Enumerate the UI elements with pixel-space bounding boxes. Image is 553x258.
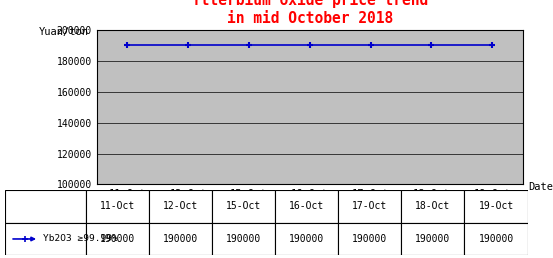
Bar (401, 190, 465, 222)
Bar (86, 222, 149, 255)
Bar (338, 222, 401, 255)
Bar (5, 222, 86, 255)
Title: Ytterbium oxide price trend
in mid October 2018: Ytterbium oxide price trend in mid Octob… (191, 0, 428, 26)
Bar (275, 190, 338, 222)
Text: 190000: 190000 (163, 234, 198, 244)
Text: 190000: 190000 (100, 234, 135, 244)
Text: 19-Oct: 19-Oct (478, 201, 514, 211)
Text: 190000: 190000 (289, 234, 325, 244)
Text: 15-Oct: 15-Oct (226, 201, 262, 211)
Text: 12-Oct: 12-Oct (163, 201, 198, 211)
Text: 190000: 190000 (352, 234, 388, 244)
Bar (212, 190, 275, 222)
Bar (149, 190, 212, 222)
Text: Yb2O3 ≥99.99%: Yb2O3 ≥99.99% (43, 235, 117, 244)
Bar (465, 190, 528, 222)
Bar (149, 222, 212, 255)
Bar (275, 222, 338, 255)
Bar (338, 190, 401, 222)
Bar (212, 222, 275, 255)
Text: Yuan/ton: Yuan/ton (39, 27, 88, 37)
Text: 190000: 190000 (226, 234, 262, 244)
Bar (5, 190, 86, 222)
Text: Date: Date (528, 182, 553, 192)
Bar (465, 222, 528, 255)
Text: 16-Oct: 16-Oct (289, 201, 325, 211)
Text: 11-Oct: 11-Oct (100, 201, 135, 211)
Text: 18-Oct: 18-Oct (415, 201, 451, 211)
Bar (86, 190, 149, 222)
Text: 190000: 190000 (415, 234, 451, 244)
Text: 190000: 190000 (478, 234, 514, 244)
Bar (401, 222, 465, 255)
Text: 17-Oct: 17-Oct (352, 201, 388, 211)
